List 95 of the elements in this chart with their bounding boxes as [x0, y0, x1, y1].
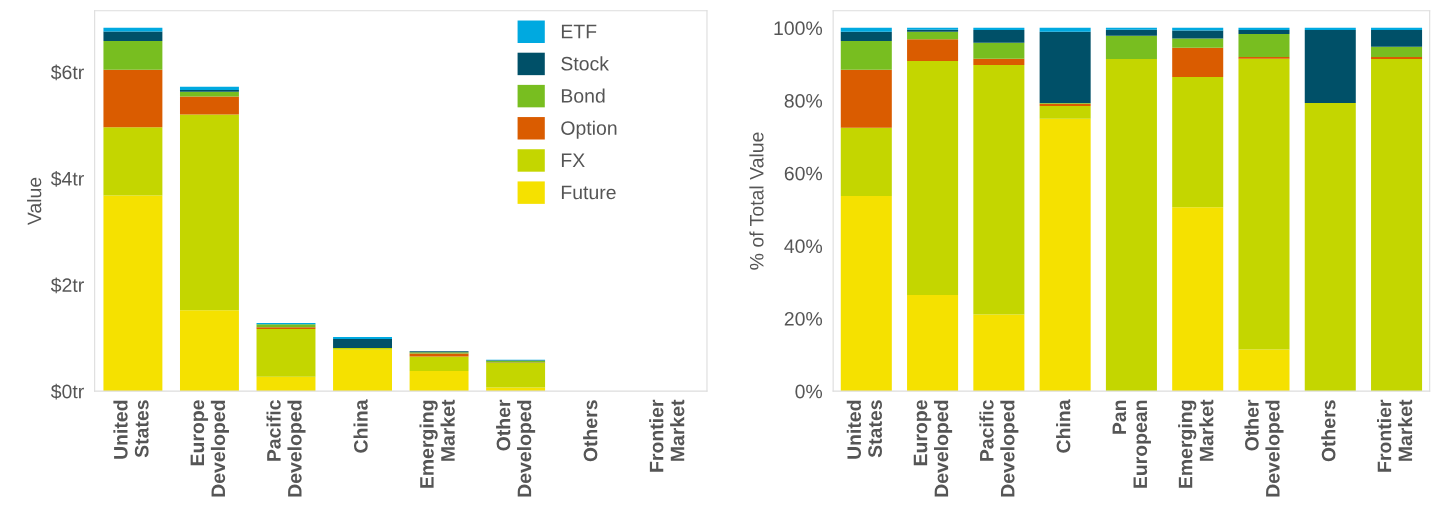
bar [1172, 76, 1224, 208]
legend-label: FX [561, 153, 585, 167]
y-tick-label: 100% [774, 21, 823, 36]
x-tick-label: Other Developed [496, 399, 536, 497]
bar [1371, 27, 1423, 31]
legend-label: ETF [561, 24, 597, 39]
bar [1371, 56, 1423, 60]
bar [1371, 46, 1423, 57]
x-tick-label: United States [113, 400, 149, 459]
x-tick-label: Others [1321, 400, 1336, 462]
bar [1105, 59, 1157, 392]
x-tick-label: Emerging Market [419, 399, 455, 488]
x-tick-label: Europe Developed [913, 400, 953, 497]
bar [333, 336, 392, 340]
x-tick-label: China [353, 399, 368, 453]
y-tick-label: $0tr [50, 383, 84, 400]
bar [103, 127, 163, 196]
bar [840, 69, 892, 128]
bar [1238, 27, 1290, 31]
x-tick-label: United States [846, 400, 882, 459]
bar [973, 314, 1025, 392]
y-tick-label: $4tr [50, 171, 84, 187]
bar [179, 86, 239, 91]
bar [840, 196, 892, 392]
x-tick-label: Others [583, 400, 598, 462]
bar [409, 370, 469, 392]
bar [1039, 27, 1091, 32]
y-tick-label: $2tr [50, 277, 84, 294]
x-tick-label: China [1056, 399, 1071, 453]
bar [840, 40, 892, 70]
bar [103, 31, 163, 42]
x-tick-label: Emerging Market [1178, 399, 1214, 488]
bar [1172, 207, 1224, 392]
bar [907, 294, 959, 392]
bar [103, 27, 163, 32]
y-tick-label: $6tr [50, 64, 84, 81]
x-tick-label: Frontier Market [649, 399, 685, 472]
bar [103, 69, 163, 128]
bar [179, 96, 239, 115]
bar [1039, 118, 1091, 392]
bar [333, 339, 392, 349]
bar [907, 39, 959, 61]
bar [973, 42, 1025, 59]
y-axis-title: % of Total Value [749, 132, 764, 270]
bar [256, 376, 316, 392]
bar [1172, 38, 1224, 48]
bar [1371, 59, 1423, 392]
bar [179, 114, 239, 311]
bar [840, 31, 892, 41]
bar [1304, 103, 1356, 392]
bar [256, 328, 316, 377]
legend-label: Bond [561, 88, 605, 103]
bar [907, 60, 959, 295]
x-tick-label: Other Developed [1244, 399, 1284, 497]
bar [1039, 31, 1091, 104]
bar [1238, 58, 1290, 350]
bar [1039, 105, 1091, 119]
bar [103, 195, 163, 392]
bar [1371, 30, 1423, 47]
y-tick-label: 80% [784, 93, 823, 108]
bar [907, 31, 959, 40]
bar [1304, 27, 1356, 31]
bar [103, 41, 163, 70]
y-tick-label: 20% [784, 311, 823, 326]
legend-label: Future [561, 185, 616, 200]
bar [1105, 29, 1157, 36]
x-tick-label: Pacific Developed [266, 400, 306, 497]
bar [1238, 349, 1290, 392]
legend-label: Stock [561, 56, 610, 71]
bar [486, 387, 546, 392]
bar [1238, 34, 1290, 57]
bar [179, 310, 239, 392]
y-tick-label: 40% [784, 239, 823, 254]
y-tick-label: 0% [795, 384, 823, 399]
bar [1304, 30, 1356, 104]
x-tick-label: Europe Developed [190, 400, 229, 497]
bar [1105, 35, 1157, 60]
bar [973, 30, 1025, 43]
y-axis-title: Value [27, 177, 42, 226]
x-tick-label: Pan European [1112, 400, 1151, 488]
y-tick-label: 60% [784, 166, 823, 181]
bar [1172, 47, 1224, 77]
bar [1238, 30, 1290, 35]
bar [486, 362, 546, 388]
bar [973, 64, 1025, 315]
bar [333, 349, 392, 392]
x-tick-label: Frontier Market [1377, 399, 1413, 472]
legend-label: Option [561, 120, 617, 139]
bar [1172, 30, 1224, 39]
bar [840, 27, 892, 32]
bar [409, 356, 469, 371]
bar [840, 127, 892, 197]
x-tick-label: Pacific Developed [979, 400, 1019, 497]
bar [973, 58, 1025, 65]
bar [973, 27, 1025, 31]
